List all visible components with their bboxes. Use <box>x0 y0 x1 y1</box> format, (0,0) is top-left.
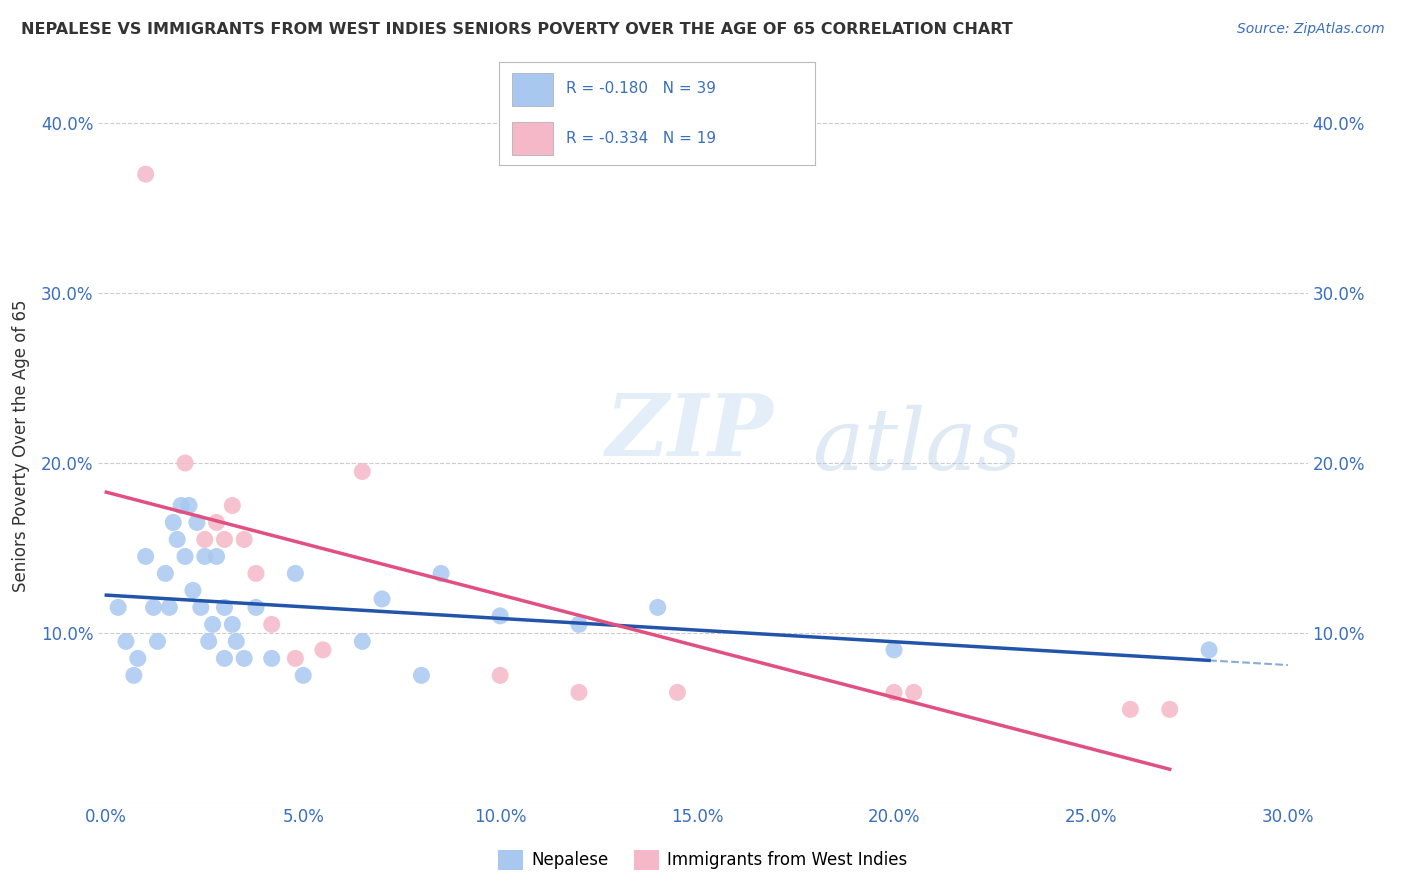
Point <box>170 499 193 513</box>
Point <box>260 617 283 632</box>
Point <box>194 549 217 564</box>
Text: NEPALESE VS IMMIGRANTS FROM WEST INDIES SENIORS POVERTY OVER THE AGE OF 65 CORRE: NEPALESE VS IMMIGRANTS FROM WEST INDIES … <box>21 22 1012 37</box>
Point <box>352 465 374 479</box>
Point <box>177 499 200 513</box>
Point <box>489 608 512 623</box>
Point <box>666 685 689 699</box>
Point <box>883 685 905 699</box>
Point <box>245 566 267 581</box>
Point <box>214 651 236 665</box>
Point <box>197 634 219 648</box>
Point <box>284 651 307 665</box>
Point <box>430 566 453 581</box>
Point <box>1198 643 1220 657</box>
Point <box>146 634 169 648</box>
Point <box>312 643 335 657</box>
Point <box>174 549 197 564</box>
Text: Source: ZipAtlas.com: Source: ZipAtlas.com <box>1237 22 1385 37</box>
Point <box>135 167 157 181</box>
Point <box>115 634 138 648</box>
Point <box>883 643 905 657</box>
Point <box>233 651 256 665</box>
Point <box>352 634 374 648</box>
Text: R = -0.180   N = 39: R = -0.180 N = 39 <box>565 80 716 95</box>
Legend: Nepalese, Immigrants from West Indies: Nepalese, Immigrants from West Indies <box>492 843 914 877</box>
Point <box>181 583 204 598</box>
Point <box>166 533 188 547</box>
Point <box>107 600 129 615</box>
Point <box>135 549 157 564</box>
Point <box>221 617 243 632</box>
Y-axis label: Seniors Poverty Over the Age of 65: Seniors Poverty Over the Age of 65 <box>11 300 30 592</box>
Point <box>142 600 165 615</box>
Point <box>201 617 224 632</box>
Point <box>174 456 197 470</box>
FancyBboxPatch shape <box>512 73 553 105</box>
FancyBboxPatch shape <box>512 122 553 155</box>
Point <box>568 685 591 699</box>
Point <box>903 685 925 699</box>
Point <box>260 651 283 665</box>
Text: R = -0.334   N = 19: R = -0.334 N = 19 <box>565 131 716 146</box>
Point <box>1119 702 1142 716</box>
Point <box>162 516 184 530</box>
Point <box>647 600 669 615</box>
Point <box>225 634 247 648</box>
Point <box>1159 702 1181 716</box>
Point <box>190 600 212 615</box>
Point <box>205 549 228 564</box>
Point <box>245 600 267 615</box>
Point <box>214 600 236 615</box>
Point <box>205 516 228 530</box>
Point <box>292 668 315 682</box>
Point <box>157 600 180 615</box>
Text: ZIP: ZIP <box>606 390 775 474</box>
Point <box>284 566 307 581</box>
Point <box>186 516 208 530</box>
Point <box>489 668 512 682</box>
Point <box>411 668 433 682</box>
Point <box>127 651 149 665</box>
Point <box>155 566 177 581</box>
Point <box>233 533 256 547</box>
Point <box>568 617 591 632</box>
Point <box>221 499 243 513</box>
Point <box>122 668 145 682</box>
Point <box>371 591 394 606</box>
Text: atlas: atlas <box>811 405 1021 487</box>
Point <box>214 533 236 547</box>
Point <box>194 533 217 547</box>
